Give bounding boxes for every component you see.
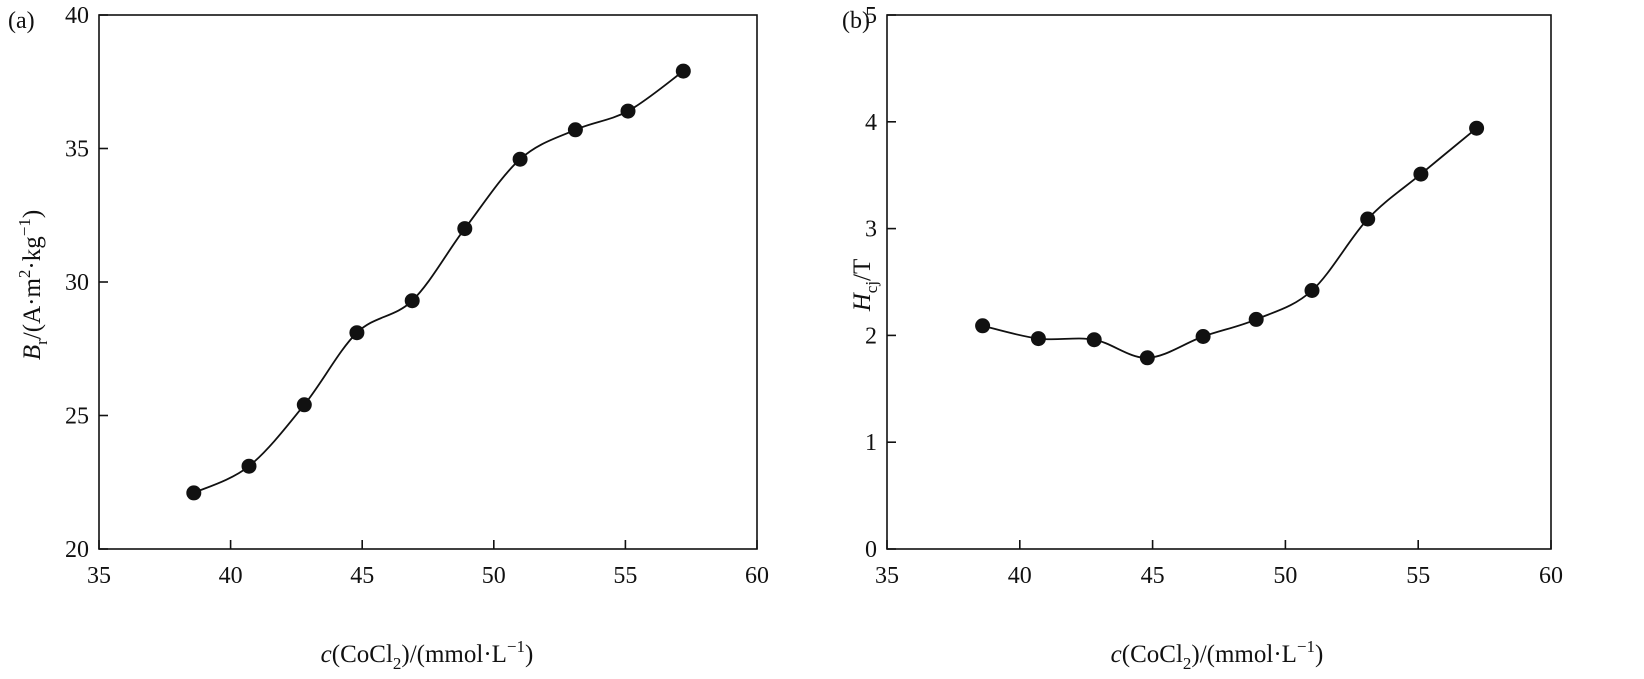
data-point-a (567, 122, 583, 138)
data-point-a (457, 221, 473, 237)
data-point-b (975, 318, 991, 334)
y-axis-label-a: Br/(A·m2·kg−1) (15, 210, 51, 360)
x-tick-label-a: 35 (87, 563, 111, 589)
y-tick-label-a: 30 (65, 270, 89, 296)
y-tick-label-a: 25 (65, 404, 89, 430)
x-tick-label-b: 60 (1539, 563, 1563, 589)
x-tick-label-b: 55 (1406, 563, 1430, 589)
x-tick-label-a: 55 (613, 563, 637, 589)
x-tick-label-a: 40 (219, 563, 243, 589)
panel-label-a: (a) (8, 8, 35, 34)
data-point-a (512, 151, 528, 167)
y-tick-label-b: 5 (865, 3, 877, 29)
data-point-a (675, 63, 691, 79)
data-point-b (1413, 166, 1429, 182)
y-tick-label-b: 3 (865, 217, 877, 243)
data-point-b (1304, 283, 1320, 298)
x-axis-label-a: c(CoCl2)/(mmol·L−1) (321, 637, 534, 673)
data-point-b (1360, 211, 1376, 227)
data-point-b (1248, 311, 1264, 327)
data-point-a (186, 485, 202, 501)
x-tick-label-a: 45 (350, 563, 374, 589)
panel-label-b: (b) (842, 8, 870, 34)
data-point-a (349, 325, 365, 341)
x-tick-label-a: 50 (482, 563, 506, 589)
data-point-a (296, 397, 312, 413)
data-point-a (241, 458, 257, 474)
y-tick-label-b: 0 (865, 537, 877, 563)
y-tick-label-b: 2 (865, 323, 877, 349)
panel-a-marks: 35 40 45 50 55 60 20 25 30 35 40 (65, 3, 769, 589)
x-tick-label-b: 50 (1273, 563, 1297, 589)
plot-frame-b (886, 14, 1552, 550)
data-point-b (1195, 329, 1211, 344)
x-tick-label-b: 45 (1141, 563, 1165, 589)
y-tick-label-b: 4 (865, 110, 877, 136)
chart-panel-a: (a) 35 40 45 50 55 60 20 25 30 35 40 Br/(A·m2·kg−1… (8, 3, 769, 673)
data-point-b (1030, 331, 1046, 347)
y-tick-label-b: 1 (865, 430, 877, 456)
data-point-b (1086, 332, 1102, 348)
x-tick-label-b: 35 (875, 563, 899, 589)
x-axis-label-b: c(CoCl2)/(mmol·L−1) (1111, 637, 1324, 673)
y-tick-label-a: 40 (65, 3, 89, 29)
x-tick-label-a: 60 (745, 563, 769, 589)
data-point-a (620, 103, 636, 119)
data-point-a (404, 293, 420, 309)
y-axis-label-b: Hcj/T (849, 259, 881, 313)
series-line-a (193, 70, 684, 494)
series-line-b (982, 127, 1478, 359)
y-tick-label-a: 20 (65, 537, 89, 563)
data-point-b (1139, 350, 1155, 366)
y-tick-label-a: 35 (65, 137, 89, 163)
x-tick-label-b: 40 (1008, 563, 1032, 589)
data-point-b (1469, 120, 1485, 136)
